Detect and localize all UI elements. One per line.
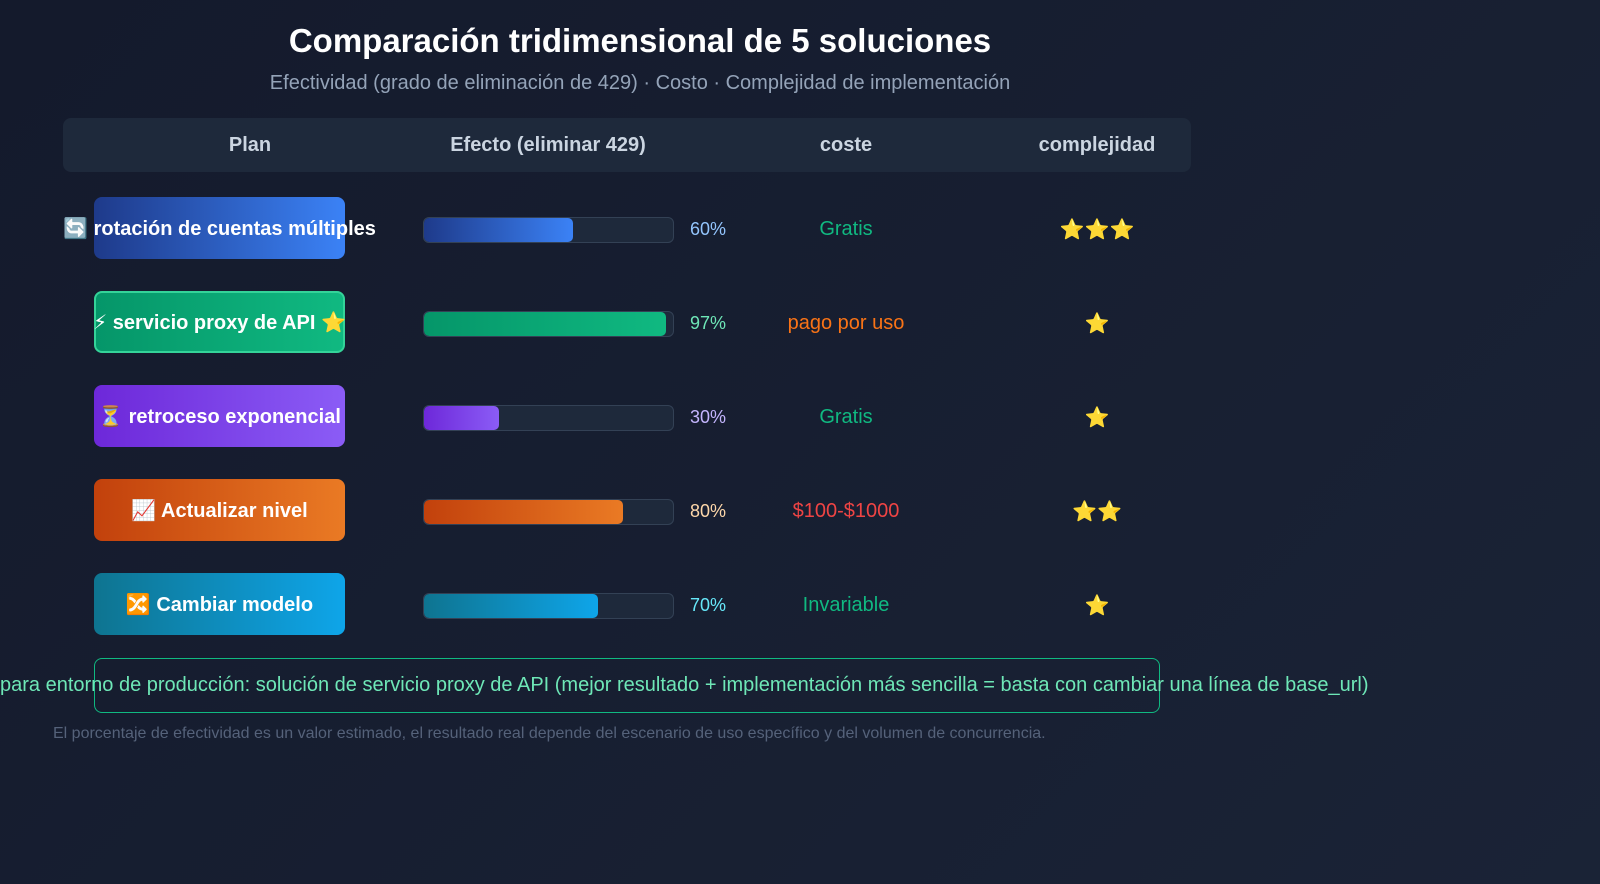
title: Comparación tridimensional de 5 solucion… bbox=[288, 22, 992, 59]
plan-pill: ⏳ retroceso exponencial bbox=[94, 385, 345, 447]
plan-pill: 🔀 Cambiar modelo bbox=[94, 573, 345, 635]
effect-bar bbox=[424, 218, 574, 242]
effect-bar bbox=[424, 500, 624, 524]
cost: pago por uso bbox=[787, 312, 905, 334]
effect-bar bbox=[424, 594, 599, 618]
effect-track bbox=[423, 311, 674, 337]
effect-label: 80% bbox=[690, 501, 727, 521]
column-header: coste bbox=[819, 134, 873, 156]
effect-label: 60% bbox=[690, 219, 727, 239]
column-header: complejidad bbox=[1038, 134, 1156, 156]
recommendation-box bbox=[94, 658, 1160, 713]
effect-track bbox=[423, 217, 674, 243]
complexity: ⭐⭐ bbox=[1072, 501, 1122, 523]
plan-pill: ⚡ servicio proxy de API ⭐ bbox=[93, 291, 346, 353]
effect-track bbox=[423, 499, 674, 525]
complexity: ⭐ bbox=[1084, 407, 1110, 429]
table-header bbox=[63, 118, 1191, 172]
effect-track bbox=[423, 593, 674, 619]
complexity: ⭐ bbox=[1084, 313, 1110, 335]
footnote: El porcentaje de efectividad es un valor… bbox=[53, 725, 1046, 742]
cost: Invariable bbox=[802, 594, 890, 616]
recommendation: para entorno de producción: solución de … bbox=[0, 674, 1369, 696]
cost: Gratis bbox=[819, 406, 873, 428]
column-header: Efecto (eliminar 429) bbox=[450, 134, 646, 156]
cost: Gratis bbox=[819, 218, 873, 240]
column-header: Plan bbox=[228, 134, 272, 156]
effect-label: 30% bbox=[690, 407, 727, 427]
complexity: ⭐ bbox=[1084, 595, 1110, 617]
complexity: ⭐⭐⭐ bbox=[1059, 219, 1135, 241]
effect-bar bbox=[424, 406, 499, 430]
effect-label: 70% bbox=[690, 595, 727, 615]
cost: $100-$1000 bbox=[792, 500, 900, 522]
effect-bar bbox=[424, 312, 666, 336]
subtitle: Efectividad (grado de eliminación de 429… bbox=[269, 72, 1011, 94]
effect-label: 97% bbox=[690, 313, 727, 333]
plan-pill: 📈 Actualizar nivel bbox=[94, 479, 345, 541]
plan-pill: 🔄 rotación de cuentas múltiples bbox=[63, 197, 376, 259]
effect-track bbox=[423, 405, 674, 431]
